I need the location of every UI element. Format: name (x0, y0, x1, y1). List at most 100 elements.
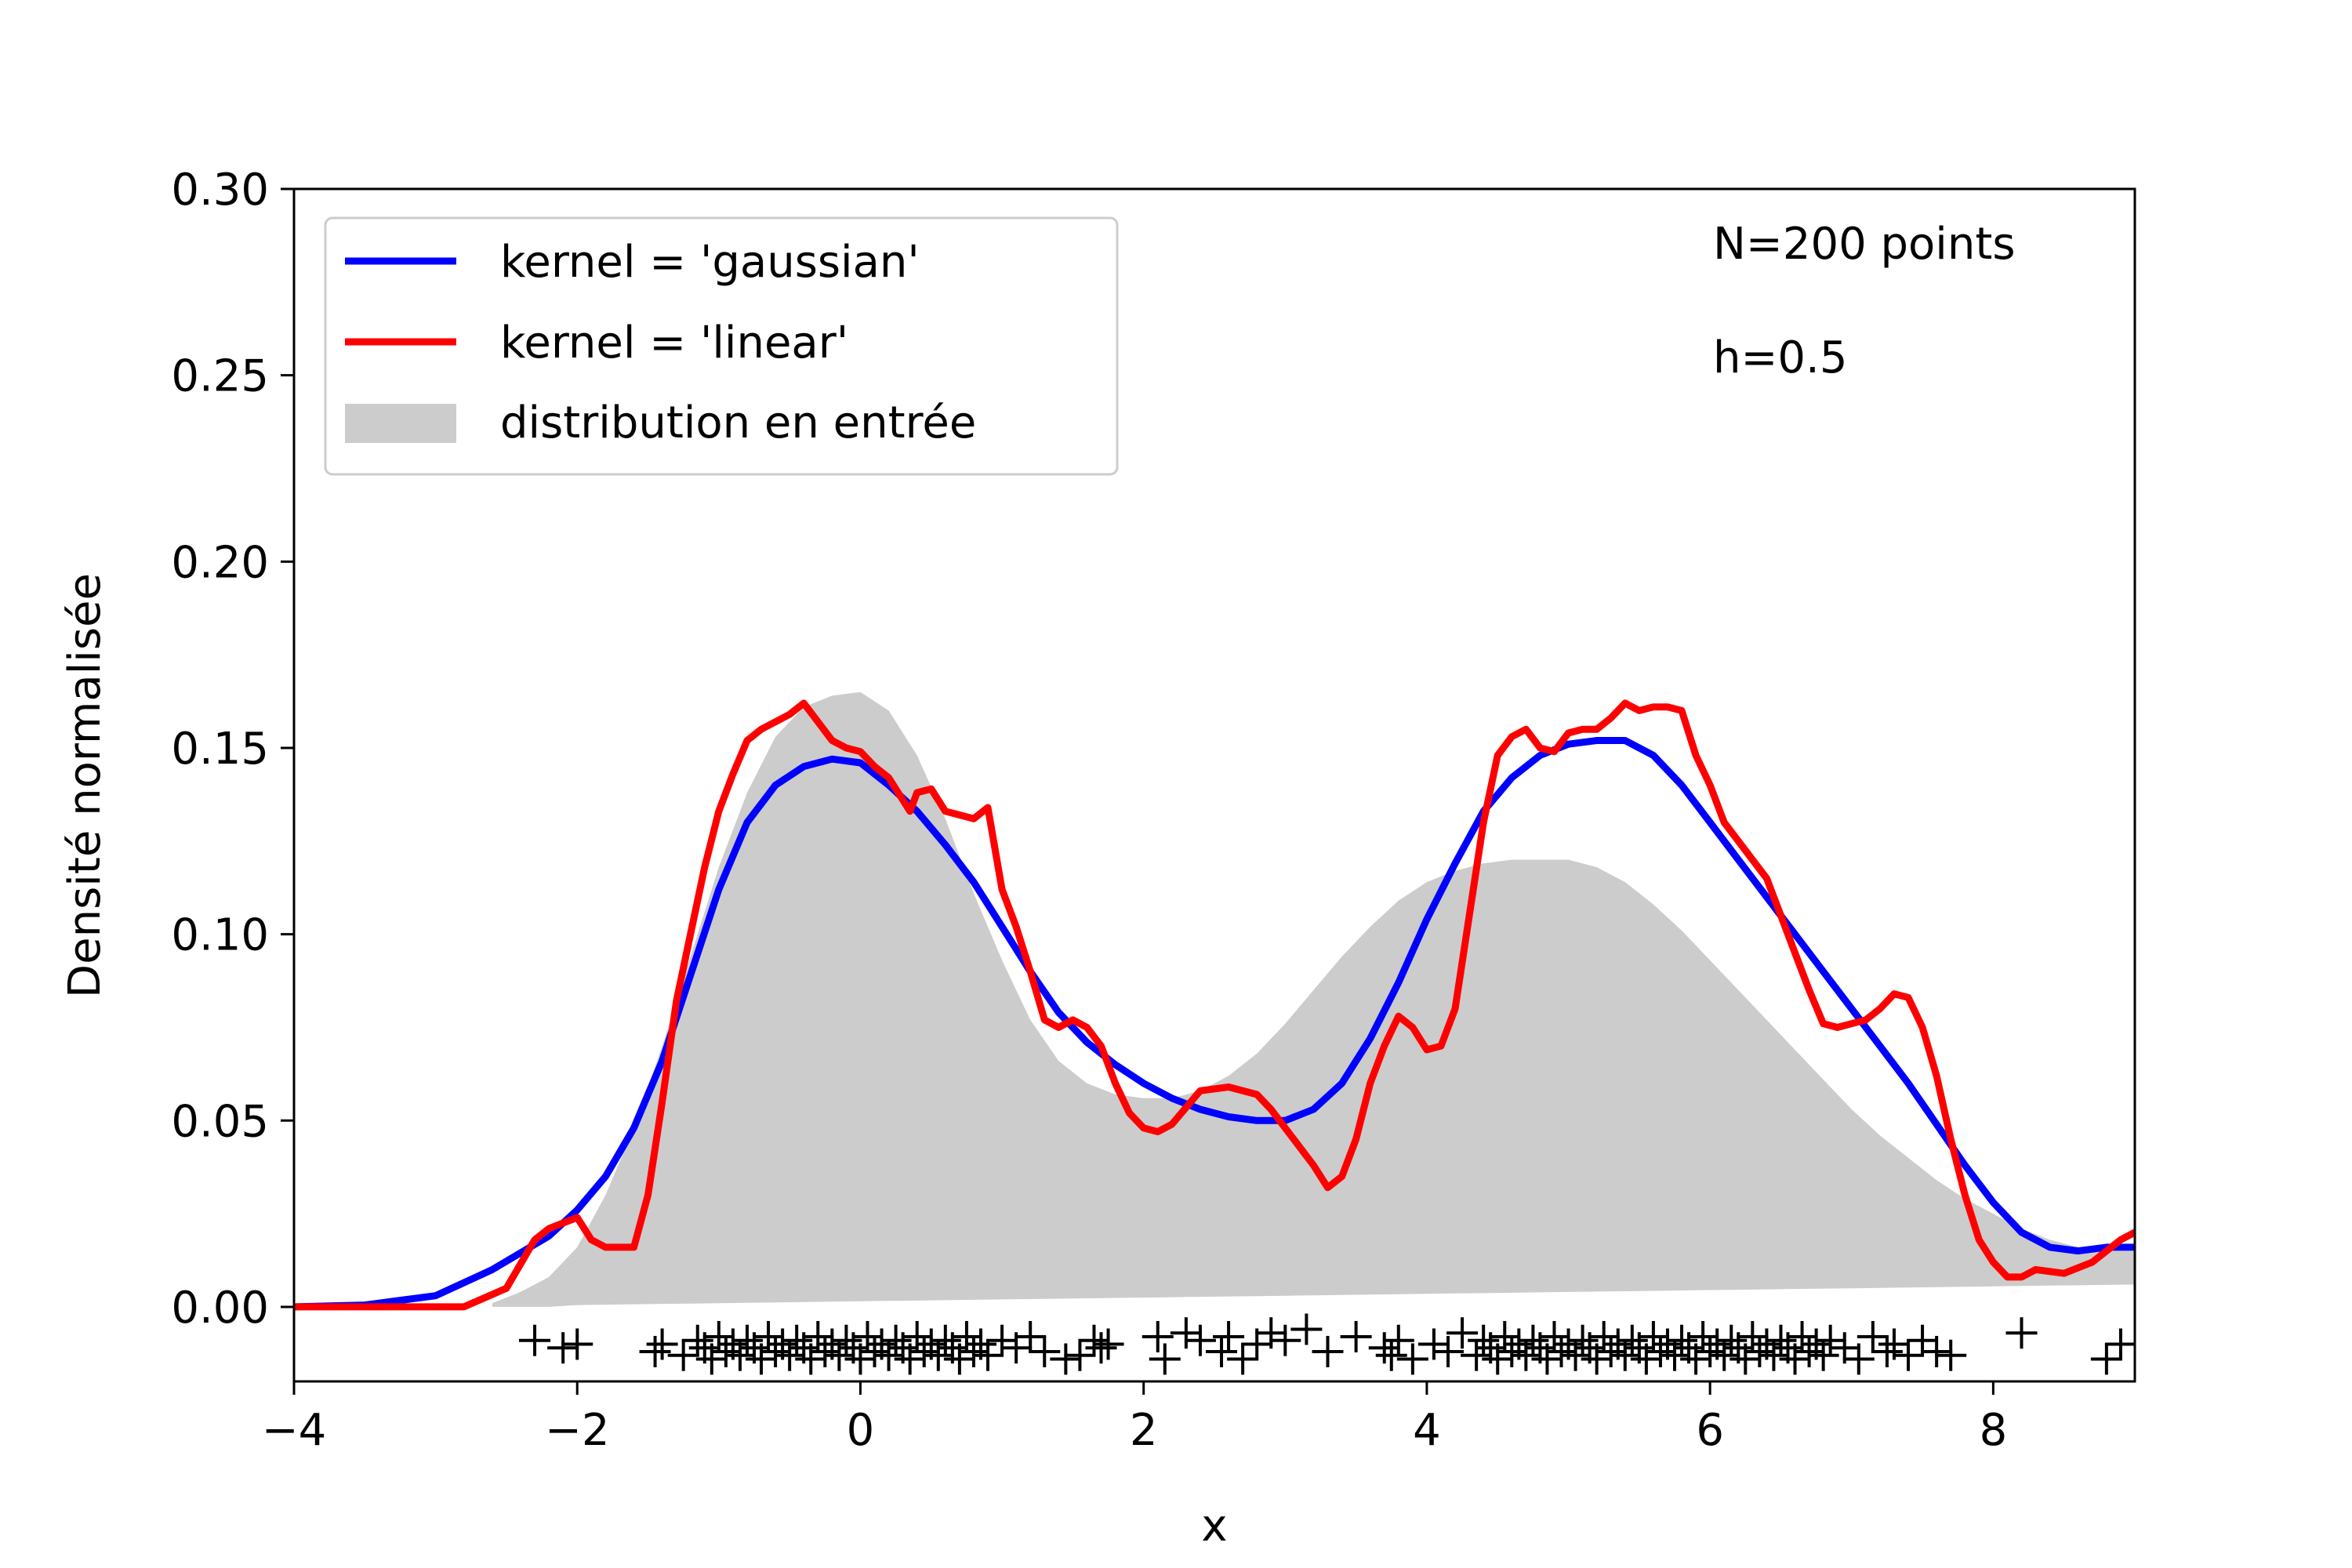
sample-point-marker (1857, 1320, 1889, 1352)
sample-point-marker (746, 1343, 778, 1375)
sample-point-marker (1446, 1317, 1479, 1349)
sample-point-marker (1517, 1324, 1549, 1356)
sample-point-marker (695, 1343, 728, 1375)
sample-point-marker (1290, 1313, 1323, 1345)
sample-point-marker (1715, 1324, 1748, 1356)
sample-point-marker (1170, 1317, 1202, 1349)
sample-point-marker (894, 1343, 926, 1375)
sample-point-marker (1375, 1339, 1407, 1371)
sample-point-marker (873, 1339, 905, 1371)
sample-point-marker (1078, 1324, 1110, 1356)
sample-point-marker (2090, 1343, 2122, 1375)
sample-point-marker (858, 1335, 891, 1367)
sample-point-marker (1064, 1339, 1096, 1371)
x-tick-label: 6 (1696, 1405, 1724, 1456)
sample-point-marker (823, 1339, 855, 1371)
sample-point-marker (809, 1335, 841, 1367)
sample-point-marker (908, 1335, 940, 1367)
y-tick-label: 0.25 (171, 351, 269, 402)
x-tick-label: 0 (847, 1405, 875, 1456)
sample-point-marker (1142, 1320, 1174, 1352)
sample-point-marker (851, 1320, 884, 1352)
sample-point-marker (1758, 1339, 1790, 1371)
sample-point-marker (950, 1320, 982, 1352)
sample-point-marker (1085, 1332, 1117, 1364)
sample-point-marker (1708, 1339, 1740, 1371)
sample-point-marker (781, 1324, 813, 1356)
x-tick-label: 8 (1980, 1405, 2008, 1456)
sample-point-marker (1644, 1335, 1676, 1367)
sample-point-marker (1687, 1320, 1719, 1352)
sample-point-marker (880, 1324, 912, 1356)
sample-point-marker (1531, 1343, 1563, 1375)
legend-label-gaussian: kernel = 'gaussian' (500, 237, 920, 288)
annotation-n-points: N=200 points (1713, 219, 2016, 270)
sample-point-marker (972, 1339, 1004, 1371)
sample-points-layer (519, 1313, 2135, 1375)
legend-box (324, 216, 1119, 476)
plot-area (294, 691, 2135, 1375)
sample-point-marker (1227, 1343, 1259, 1375)
sample-point-marker (1510, 1339, 1542, 1371)
sample-point-marker (1779, 1343, 1811, 1375)
y-tick-label: 0.15 (171, 724, 269, 775)
sample-point-marker (802, 1320, 834, 1352)
sample-point-marker (1793, 1335, 1825, 1367)
sample-point-marker (731, 1324, 763, 1356)
sample-point-marker (639, 1335, 671, 1367)
sample-point-marker (1496, 1335, 1528, 1367)
sample-point-marker (702, 1320, 735, 1352)
sample-point-marker (1213, 1320, 1245, 1352)
sample-point-marker (1814, 1324, 1846, 1356)
legend-label-linear: kernel = 'linear' (500, 318, 848, 368)
sample-point-marker (667, 1339, 699, 1371)
input-distribution-area (492, 691, 2135, 1307)
sample-point-marker (753, 1320, 785, 1352)
sample-point-marker (1921, 1335, 1953, 1367)
sample-point-marker (1340, 1320, 1372, 1352)
sample-point-marker (1842, 1343, 1875, 1375)
x-axis-ticks: −4 −2 0 2 4 6 8 (262, 1381, 2007, 1456)
sample-point-marker (1786, 1320, 1818, 1352)
sample-point-marker (1637, 1320, 1669, 1352)
sample-point-marker (1807, 1339, 1839, 1371)
sample-point-marker (1616, 1324, 1648, 1356)
sample-point-marker (1581, 1343, 1613, 1375)
sample-point-marker (901, 1320, 933, 1352)
linear-kde-line (294, 699, 2135, 1311)
sample-point-marker (1489, 1320, 1521, 1352)
sample-point-marker (1545, 1335, 1577, 1367)
kde-lines-layer (294, 699, 2135, 1311)
y-axis-label: Densité normalisée (60, 573, 111, 998)
x-tick-label: 4 (1413, 1405, 1441, 1456)
sample-point-marker (1417, 1328, 1450, 1360)
sample-point-marker (1871, 1335, 1903, 1367)
sample-point-marker (1538, 1320, 1570, 1352)
annotation-bandwidth: h=0.5 (1713, 332, 1847, 383)
sample-point-marker (1432, 1335, 1465, 1367)
sample-point-marker (957, 1335, 989, 1367)
sample-point-marker (1730, 1343, 1762, 1375)
sample-point-marker (1255, 1317, 1287, 1349)
y-tick-label: 0.30 (171, 165, 269, 216)
x-tick-label: 2 (1130, 1405, 1158, 1456)
sample-point-marker (1609, 1339, 1641, 1371)
gaussian-kde-line (294, 737, 2135, 1311)
sample-point-marker (1092, 1328, 1124, 1360)
x-axis-label: x (1201, 1501, 1227, 1552)
sample-point-marker (2005, 1317, 2038, 1349)
sample-point-marker (795, 1343, 827, 1375)
sample-point-marker (1630, 1343, 1662, 1375)
sample-point-marker (1680, 1343, 1712, 1375)
sample-point-marker (1269, 1324, 1301, 1356)
sample-point-marker (1566, 1324, 1599, 1356)
sample-point-marker (681, 1324, 713, 1356)
y-tick-label: 0.20 (171, 537, 269, 588)
sample-point-marker (1765, 1324, 1797, 1356)
sample-point-marker (1559, 1339, 1592, 1371)
sample-point-marker (1744, 1335, 1776, 1367)
sample-point-marker (1149, 1343, 1181, 1375)
sample-point-marker (986, 1324, 1018, 1356)
sample-point-marker (760, 1335, 792, 1367)
